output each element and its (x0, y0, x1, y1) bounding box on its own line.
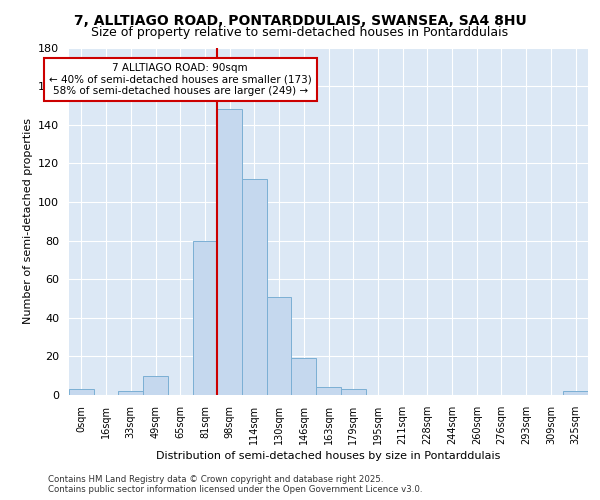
Bar (267, 296, 292, 395)
Bar (242, 179, 267, 395)
Bar (143, 376, 168, 395)
Text: 7, ALLTIAGO ROAD, PONTARDDULAIS, SWANSEA, SA4 8HU: 7, ALLTIAGO ROAD, PONTARDDULAIS, SWANSEA… (74, 14, 526, 28)
Bar (341, 389, 365, 395)
Y-axis label: Number of semi-detached properties: Number of semi-detached properties (23, 118, 32, 324)
Bar (563, 391, 588, 395)
Bar (316, 388, 341, 395)
Text: 7 ALLTIAGO ROAD: 90sqm
← 40% of semi-detached houses are smaller (173)
58% of se: 7 ALLTIAGO ROAD: 90sqm ← 40% of semi-det… (49, 63, 311, 96)
Bar (217, 110, 242, 395)
Bar (118, 391, 143, 395)
X-axis label: Distribution of semi-detached houses by size in Pontarddulais: Distribution of semi-detached houses by … (157, 451, 500, 461)
Bar (69, 389, 94, 395)
Bar (292, 358, 316, 395)
Text: Size of property relative to semi-detached houses in Pontarddulais: Size of property relative to semi-detach… (91, 26, 509, 39)
Text: Contains HM Land Registry data © Crown copyright and database right 2025.
Contai: Contains HM Land Registry data © Crown c… (48, 474, 422, 494)
Bar (193, 240, 217, 395)
